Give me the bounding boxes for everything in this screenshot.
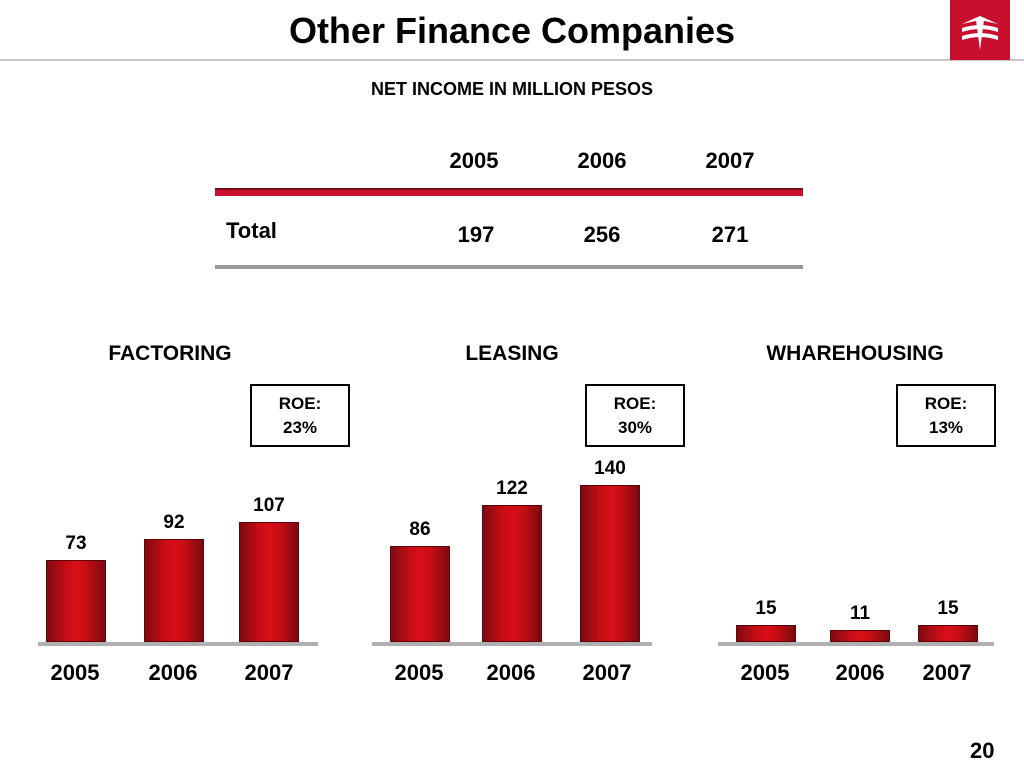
x-tick-label: 2005	[50, 660, 100, 685]
bar	[482, 505, 542, 642]
roe-label: ROE:	[278, 393, 322, 413]
x-tick-label: 2006	[835, 660, 885, 685]
data-label: 107	[253, 495, 285, 516]
bar	[144, 539, 204, 642]
title-divider	[0, 59, 1024, 61]
bar	[580, 485, 640, 642]
x-tick-label: 2007	[244, 660, 294, 685]
chart-subtitle: NET INCOME IN MILLION PESOS	[370, 79, 653, 99]
roe-value: 30%	[617, 417, 653, 437]
table-row-label: Total	[226, 218, 277, 243]
chart-baseline	[718, 642, 994, 646]
bar	[46, 560, 106, 642]
chart-baseline	[38, 642, 318, 646]
table-header-year: 2005	[449, 148, 499, 173]
page-title: Other Finance Companies	[288, 10, 736, 51]
bar	[830, 630, 890, 642]
x-tick-label: 2006	[486, 660, 536, 685]
roe-value: 13%	[928, 417, 964, 437]
table-cell: 271	[711, 222, 749, 247]
data-label: 86	[409, 519, 431, 540]
chart-baseline	[372, 642, 652, 646]
bar	[736, 625, 796, 642]
data-label: 122	[496, 478, 528, 499]
data-label: 92	[163, 512, 185, 533]
bar	[918, 625, 978, 642]
x-tick-label: 2007	[922, 660, 972, 685]
roe-value: 23%	[282, 417, 318, 437]
data-label: 15	[755, 598, 777, 619]
roe-box: ROE: 13%	[896, 384, 996, 447]
data-label: 140	[594, 458, 626, 479]
x-tick-label: 2005	[740, 660, 790, 685]
table-cell: 197	[457, 222, 495, 247]
bank-logo-icon	[950, 0, 1010, 60]
chart-title: LEASING	[465, 342, 559, 365]
bar	[390, 546, 450, 642]
roe-box: ROE: 30%	[585, 384, 685, 447]
data-label: 73	[65, 533, 87, 554]
x-tick-label: 2006	[148, 660, 198, 685]
table-header-rule	[215, 188, 803, 196]
table-footer-rule	[215, 265, 803, 269]
data-label: 15	[937, 598, 959, 619]
bar	[239, 522, 299, 642]
chart-title: FACTORING	[108, 342, 232, 365]
x-tick-label: 2007	[582, 660, 632, 685]
table-header-year: 2007	[705, 148, 755, 173]
roe-label: ROE:	[613, 393, 657, 413]
roe-box: ROE: 23%	[250, 384, 350, 447]
roe-label: ROE:	[924, 393, 968, 413]
page-number: 20	[970, 738, 995, 763]
x-tick-label: 2005	[394, 660, 444, 685]
table-cell: 256	[583, 222, 621, 247]
table-header-year: 2006	[577, 148, 627, 173]
chart-title: WHAREHOUSING	[766, 342, 944, 365]
data-label: 11	[849, 603, 871, 624]
